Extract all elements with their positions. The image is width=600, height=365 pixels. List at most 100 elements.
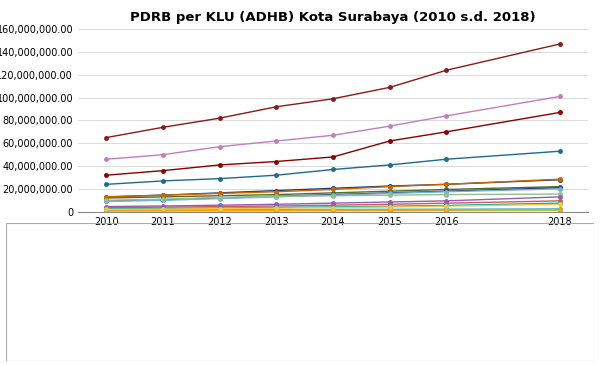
B. Pertambangan dan Penggalian [556,208,563,213]
O. Administrasi Pemerintahan, Pertahanan dan Jaminan Sosial Wajib [160,197,167,201]
D. Pengadaan Listrik dan Gas [273,207,280,212]
R,S,T,U. Jasa lainnya [443,204,450,208]
I. Penyediaan Akomodasi dan Makan Minum [329,192,337,197]
Q. Jasa Kesehatan dan Kegiatan Sosial [273,205,280,210]
O. Administrasi Pemerintahan, Pertahanan dan Jaminan Sosial Wajib [103,198,110,203]
I. Penyediaan Akomodasi dan Makan Minum [443,189,450,193]
B. Pertambangan dan Penggalian [103,209,110,213]
E. Pengadaan Air, Pengelolaan Sampah, Limbah dan Daur Ulang [386,208,393,212]
E. Pengadaan Air, Pengelolaan Sampah, Limbah dan Daur Ulang [329,208,337,212]
O. Administrasi Pemerintahan, Pertahanan dan Jaminan Sosial Wajib [216,195,223,200]
K. Jasa Keuangan dan Asuransi [386,184,393,189]
P. Jasa Pendidikan [103,204,110,209]
Line: H. Transportasi dan Pergudangan: H. Transportasi dan Pergudangan [104,185,562,200]
G. Perdagangan Besar dan Eceran; Reparasi Mobil dan Sepeda Motor [216,163,223,167]
Line: M,N. Jasa Perusahaan: M,N. Jasa Perusahaan [104,199,562,210]
J. Informasi dan Komunikasi [160,179,167,183]
Q. Jasa Kesehatan dan Kegiatan Sosial [386,204,393,208]
Line: J. Informasi dan Komunikasi: J. Informasi dan Komunikasi [104,150,562,186]
Line: Q. Jasa Kesehatan dan Kegiatan Sosial: Q. Jasa Kesehatan dan Kegiatan Sosial [104,201,562,211]
M,N. Jasa Perusahaan [556,199,563,203]
G. Perdagangan Besar dan Eceran; Reparasi Mobil dan Sepeda Motor [443,130,450,134]
A. Pertanian, Kehutanan, dan Perikanan [443,68,450,73]
Q. Jasa Kesehatan dan Kegiatan Sosial [160,206,167,211]
H. Transportasi dan Pergudangan [216,193,223,198]
F. Konstruksi [216,191,223,195]
D. Pengadaan Listrik dan Gas [216,208,223,212]
I. Penyediaan Akomodasi dan Makan Minum [273,194,280,199]
Line: L. Real Estate: L. Real Estate [104,187,562,203]
J. Informasi dan Komunikasi [103,182,110,187]
I. Penyediaan Akomodasi dan Makan Minum [556,185,563,190]
E. Pengadaan Air, Pengelolaan Sampah, Limbah dan Daur Ulang [556,208,563,212]
P. Jasa Pendidikan [386,200,393,204]
Q. Jasa Kesehatan dan Kegiatan Sosial [329,205,337,209]
L. Real Estate [216,196,223,201]
F. Konstruksi [103,195,110,199]
L. Real Estate [329,193,337,197]
Line: E. Pengadaan Air, Pengelolaan Sampah, Limbah dan Daur Ulang: E. Pengadaan Air, Pengelolaan Sampah, Li… [104,208,562,212]
M,N. Jasa Perusahaan [329,203,337,207]
Q. Jasa Kesehatan dan Kegiatan Sosial [103,207,110,211]
R,S,T,U. Jasa lainnya [273,206,280,210]
B. Pertambangan dan Penggalian [273,208,280,213]
L. Real Estate [273,195,280,199]
Line: O. Administrasi Pemerintahan, Pertahanan dan Jaminan Sosial Wajib: O. Administrasi Pemerintahan, Pertahanan… [104,192,562,202]
E. Pengadaan Air, Pengelolaan Sampah, Limbah dan Daur Ulang [103,209,110,213]
F. Konstruksi [556,178,563,182]
B. Pertambangan dan Penggalian [160,209,167,213]
A. Pertanian, Kehutanan, dan Perikanan [216,116,223,120]
Line: C. Industri Pengolahan: C. Industri Pengolahan [104,95,562,161]
F. Konstruksi [386,184,393,188]
R,S,T,U. Jasa lainnya [160,207,167,211]
F. Konstruksi [443,182,450,187]
D. Pengadaan Listrik dan Gas [329,207,337,212]
R,S,T,U. Jasa lainnya [386,205,393,209]
P. Jasa Pendidikan [443,199,450,203]
D. Pengadaan Listrik dan Gas [443,207,450,211]
L. Real Estate [160,198,167,203]
Line: G. Perdagangan Besar dan Eceran; Reparasi Mobil dan Sepeda Motor: G. Perdagangan Besar dan Eceran; Reparas… [104,111,562,177]
J. Informasi dan Komunikasi [556,149,563,153]
B. Pertambangan dan Penggalian [443,208,450,213]
M,N. Jasa Perusahaan [273,204,280,208]
M,N. Jasa Perusahaan [160,205,167,210]
F. Konstruksi [329,186,337,191]
K. Jasa Keuangan dan Asuransi [329,187,337,192]
K. Jasa Keuangan dan Asuransi [103,195,110,199]
K. Jasa Keuangan dan Asuransi [160,193,167,197]
D. Pengadaan Listrik dan Gas [556,207,563,211]
H. Transportasi dan Pergudangan [556,184,563,189]
D. Pengadaan Listrik dan Gas [160,208,167,212]
O. Administrasi Pemerintahan, Pertahanan dan Jaminan Sosial Wajib [329,193,337,198]
G. Perdagangan Besar dan Eceran; Reparasi Mobil dan Sepeda Motor [386,139,393,143]
J. Informasi dan Komunikasi [216,176,223,181]
A. Pertanian, Kehutanan, dan Perikanan [103,135,110,140]
R,S,T,U. Jasa lainnya [329,205,337,210]
J. Informasi dan Komunikasi [386,163,393,167]
C. Industri Pengolahan [216,145,223,149]
B. Pertambangan dan Penggalian [386,208,393,213]
Line: A. Pertanian, Kehutanan, dan Perikanan: A. Pertanian, Kehutanan, dan Perikanan [104,42,562,139]
H. Transportasi dan Pergudangan [103,196,110,200]
J. Informasi dan Komunikasi [273,173,280,177]
P. Jasa Pendidikan [273,202,280,207]
I. Penyediaan Akomodasi dan Makan Minum [103,199,110,203]
J. Informasi dan Komunikasi [329,167,337,172]
C. Industri Pengolahan [386,124,393,128]
B. Pertambangan dan Penggalian [216,209,223,213]
Q. Jasa Kesehatan dan Kegiatan Sosial [556,201,563,205]
M,N. Jasa Perusahaan [386,202,393,207]
H. Transportasi dan Pergudangan [329,191,337,195]
K. Jasa Keuangan dan Asuransi [216,191,223,196]
A. Pertanian, Kehutanan, dan Perikanan [329,97,337,101]
L. Real Estate [103,199,110,204]
H. Transportasi dan Pergudangan [386,189,393,193]
A. Pertanian, Kehutanan, dan Perikanan [556,42,563,46]
F. Konstruksi [273,188,280,193]
G. Perdagangan Besar dan Eceran; Reparasi Mobil dan Sepeda Motor [556,110,563,115]
H. Transportasi dan Pergudangan [273,192,280,197]
E. Pengadaan Air, Pengelolaan Sampah, Limbah dan Daur Ulang [443,208,450,212]
A. Pertanian, Kehutanan, dan Perikanan [386,85,393,89]
I. Penyediaan Akomodasi dan Makan Minum [386,191,393,195]
